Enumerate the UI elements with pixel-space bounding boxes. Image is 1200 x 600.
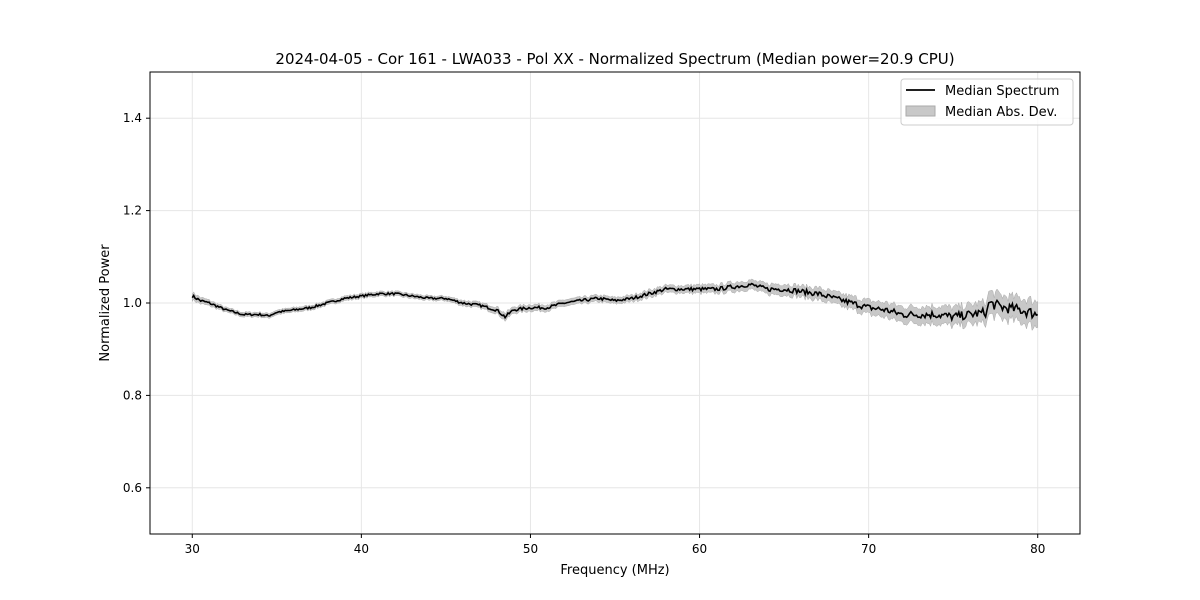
x-axis-label: Frequency (MHz) <box>560 563 669 578</box>
y-tick-label: 1.2 <box>123 204 142 218</box>
y-tick-label: 0.8 <box>123 388 142 402</box>
x-tick-label: 50 <box>523 542 538 556</box>
chart-title: 2024-04-05 - Cor 161 - LWA033 - Pol XX -… <box>275 50 954 68</box>
x-tick-label: 70 <box>861 542 876 556</box>
y-tick-label: 0.6 <box>123 481 142 495</box>
x-tick-label: 80 <box>1030 542 1045 556</box>
legend: Median Spectrum Median Abs. Dev. <box>900 78 1074 126</box>
ticks: 30 40 50 60 70 80 0.6 0.8 1.0 1.2 1.4 <box>123 111 1045 556</box>
y-axis-label: Normalized Power <box>98 244 113 362</box>
mad-band <box>192 278 1038 332</box>
x-tick-label: 30 <box>185 542 200 556</box>
median-spectrum-line <box>191 282 1038 323</box>
legend-box <box>900 78 1074 126</box>
x-tick-label: 60 <box>692 542 707 556</box>
x-tick-label: 40 <box>354 542 369 556</box>
legend-band-swatch <box>905 105 936 117</box>
y-tick-label: 1.4 <box>123 111 142 125</box>
legend-label-median: Median Spectrum <box>945 84 1059 99</box>
legend-label-mad: Median Abs. Dev. <box>945 105 1057 120</box>
y-tick-label: 1.0 <box>123 296 142 310</box>
